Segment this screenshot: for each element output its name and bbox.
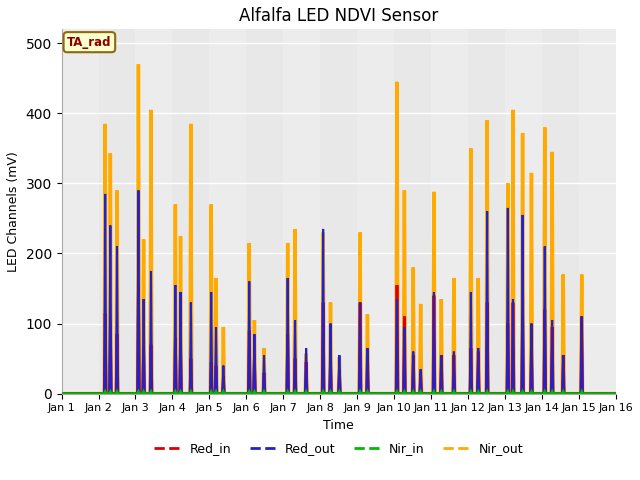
Legend: Red_in, Red_out, Nir_in, Nir_out: Red_in, Red_out, Nir_in, Nir_out <box>149 437 528 460</box>
Bar <box>579 29 616 394</box>
Text: TA_rad: TA_rad <box>67 36 111 48</box>
Y-axis label: LED Channels (mV): LED Channels (mV) <box>7 151 20 272</box>
Title: Alfalfa LED NDVI Sensor: Alfalfa LED NDVI Sensor <box>239 7 438 25</box>
Bar <box>505 29 542 394</box>
Bar <box>431 29 468 394</box>
Bar <box>61 29 99 394</box>
Bar <box>136 29 172 394</box>
Bar <box>209 29 246 394</box>
Bar <box>284 29 320 394</box>
Bar <box>357 29 394 394</box>
X-axis label: Time: Time <box>323 419 354 432</box>
